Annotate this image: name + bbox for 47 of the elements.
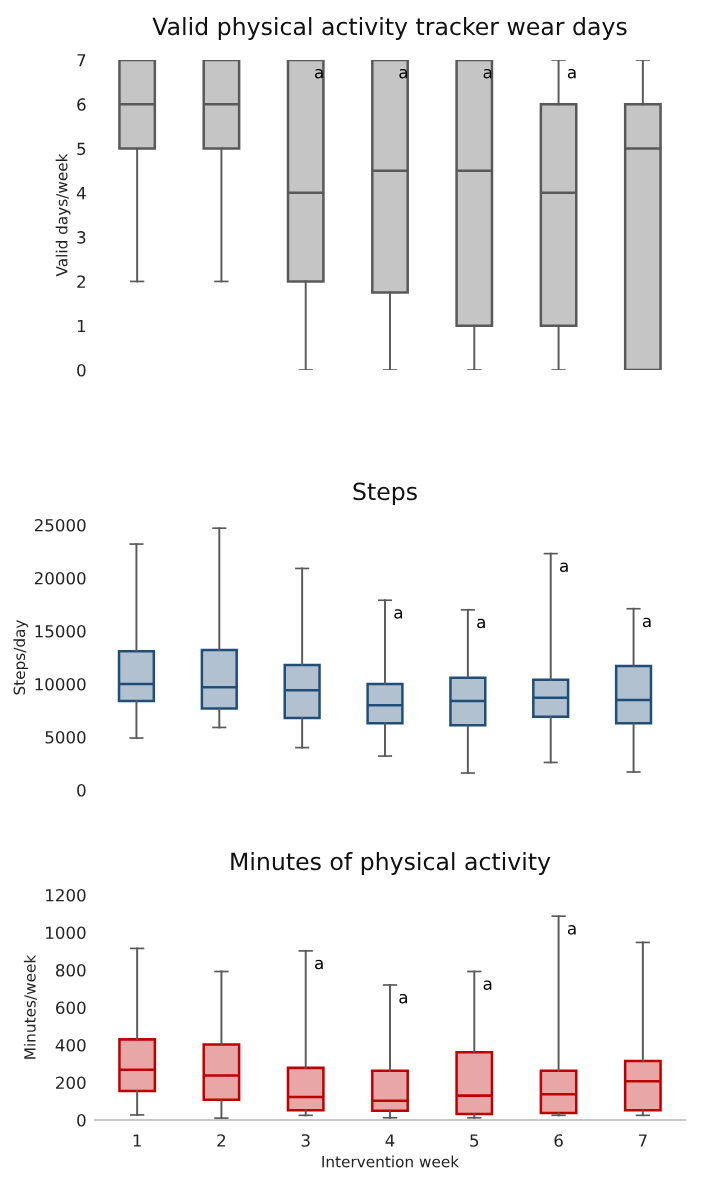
x-tick-label: 3 <box>301 1134 310 1147</box>
y-tick-label: 0 <box>77 363 86 377</box>
y-tick-label: 4 <box>76 187 86 200</box>
x-tick-label: 6 <box>554 1134 563 1147</box>
annotation: a <box>315 959 323 970</box>
y-tick-label: 0 <box>77 1113 86 1127</box>
annotation: a <box>394 609 403 619</box>
annotation: a <box>567 925 576 935</box>
chart-title: Steps <box>353 482 417 505</box>
annotation: a <box>315 68 323 79</box>
y-tick-label: 800 <box>55 963 86 977</box>
y-tick-label: 400 <box>55 1038 86 1052</box>
annotation: a <box>560 562 568 573</box>
y-tick-label: 0 <box>77 783 86 797</box>
annotation: a <box>642 617 651 628</box>
x-axis-title: Intervention week <box>322 1155 460 1168</box>
y-tick-label: 1000 <box>46 926 86 940</box>
y-tick-label: 600 <box>56 1001 86 1015</box>
x-tick-label: 7 <box>638 1134 647 1147</box>
annotation: a <box>477 618 485 629</box>
x-tick-label: 2 <box>217 1134 226 1147</box>
y-tick-label: 10000 <box>35 677 86 691</box>
y-tick-label: 5000 <box>45 730 86 744</box>
x-tick-label: 1 <box>133 1134 141 1147</box>
y-tick-label: 20000 <box>34 571 86 585</box>
y-axis-title: Valid days/week <box>55 153 71 277</box>
y-tick-label: 15000 <box>35 624 86 638</box>
x-tick-label: 4 <box>385 1134 395 1147</box>
x-tick-label: 5 <box>470 1134 479 1147</box>
annotation: a <box>399 993 408 1004</box>
y-tick-label: 5 <box>77 142 86 156</box>
y-tick-label: 1200 <box>46 888 86 902</box>
y-tick-label: 2 <box>77 275 85 288</box>
y-tick-label: 25000 <box>34 518 86 532</box>
annotation: a <box>483 980 492 990</box>
y-axis-title: Minutes/week <box>23 954 37 1059</box>
y-tick-label: 3 <box>77 231 86 244</box>
y-axis-title: Steps/day <box>13 619 29 695</box>
y-tick-label: 200 <box>56 1076 86 1090</box>
annotation: a <box>567 68 576 79</box>
chart-title: Minutes of physical activity <box>231 852 551 875</box>
chart-title: Valid physical activity tracker wear days <box>152 17 627 40</box>
y-tick-label: 1 <box>77 319 86 333</box>
annotation: a <box>399 68 408 79</box>
annotation: a <box>483 68 492 79</box>
y-tick-label: 6 <box>77 98 86 111</box>
y-tick-label: 7 <box>77 54 86 67</box>
